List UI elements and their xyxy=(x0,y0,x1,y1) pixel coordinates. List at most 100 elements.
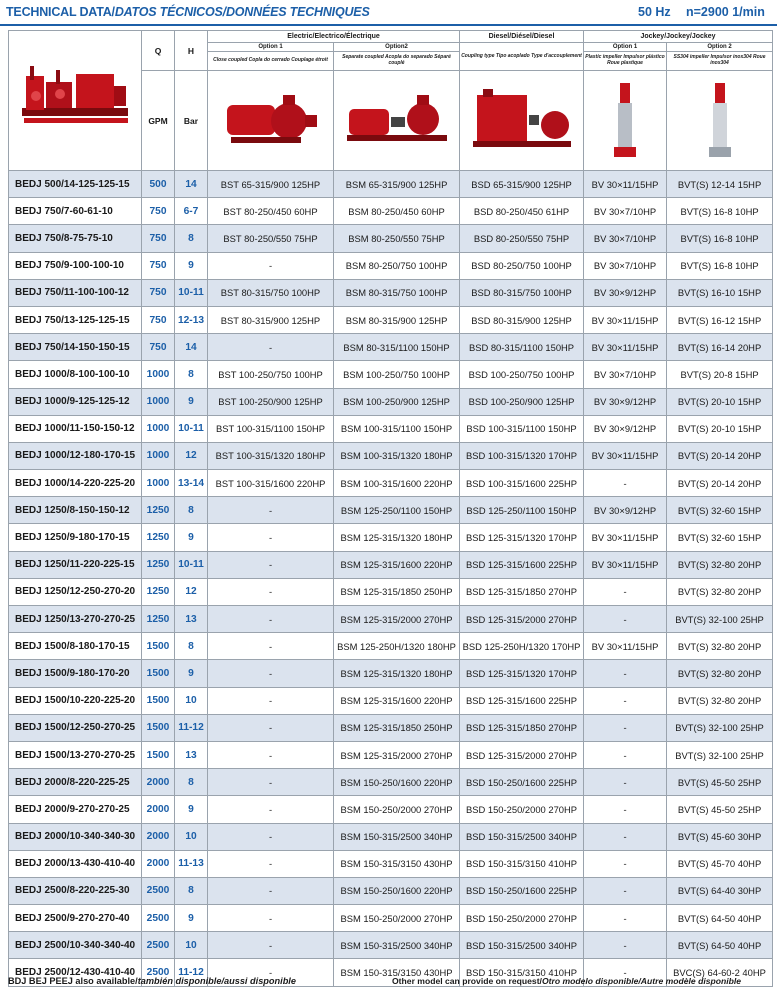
page-title: TECHNICAL DATA/DATOS TÉCNICOS/DONNÉES TE… xyxy=(6,5,370,19)
table-row: BEDJ 1000/11-150-150-12 1000 10-11 BST 100-… xyxy=(8,414,774,443)
diesel-cell: BSD 100-315/1100 150HP xyxy=(459,414,585,443)
diesel-cell: BSD 125-315/2000 270HP xyxy=(459,604,585,634)
jockey-option2-cell: BVT(S) 20-14 20HP xyxy=(666,469,774,498)
diesel-cell: BSD 125-250/1100 150HP xyxy=(459,496,585,525)
jockey-option1-cell: - xyxy=(583,577,668,607)
table-row: BEDJ 1250/11-220-225-15 1250 10-11- BSM 125… xyxy=(8,550,774,579)
head-cell: 9 xyxy=(174,523,208,552)
electric-option2-cell: BSM 150-315/2500 340HP xyxy=(332,822,461,851)
diesel-cell: BSD 80-315/1100 150HP xyxy=(459,333,585,362)
jockey-option1-cell: BV 30×9/12HP xyxy=(583,496,668,525)
model-cell: BEDJ 750/14-150-150-15 xyxy=(8,333,142,362)
model-cell: BEDJ 2000/9-270-270-25 xyxy=(8,795,142,824)
table-row: BEDJ 1500/9-180-170-20 1500 9- BSM 125-315/… xyxy=(8,659,774,688)
head-cell: 8 xyxy=(174,632,208,661)
jockey-option2-cell: BVT(S) 16-8 10HP xyxy=(666,224,774,253)
jockey-option1-cell: BV 30×9/12HP xyxy=(583,387,668,416)
jockey-option1-cell: - xyxy=(583,659,668,688)
table-row: BEDJ 750/7-60-61-10 750 6-7 BST 80-250/450 … xyxy=(8,197,774,226)
jockey-option2-cell: BVT(S) 45-50 25HP xyxy=(666,795,774,824)
electric-option2-cell: BSM 150-315/3150 430HP xyxy=(332,958,461,987)
jockey-option2-cell: BVT(S) 16-12 15HP xyxy=(666,305,774,335)
diesel-cell: BSD 80-250/750 100HP xyxy=(459,251,585,280)
jockey-option1-cell: - xyxy=(583,604,668,634)
diesel-cell: BSD 150-250/1600 225HP xyxy=(459,768,585,797)
electric-option2-cell: BSM 100-315/1100 150HP xyxy=(332,414,461,443)
jockey-option2-cell: BVT(S) 32-80 20HP xyxy=(666,632,774,661)
head-cell: 11-13 xyxy=(174,849,208,878)
model-cell: BEDJ 1000/8-100-100-10 xyxy=(8,360,142,389)
head-cell: 6-7 xyxy=(174,197,208,226)
diesel-cell: BSD 80-315/750 100HP xyxy=(459,278,585,307)
electric-option1-cell: BST 80-250/550 75HP xyxy=(207,224,334,253)
jockey-plastic-pump-image xyxy=(614,82,637,157)
head-cell: 10-11 xyxy=(174,278,208,307)
flow-cell: 750 xyxy=(141,305,175,335)
flow-cell: 750 xyxy=(141,333,175,362)
electric-option2-cell: BSM 150-250/2000 270HP xyxy=(332,904,461,933)
electric-option2-cell: BSM 150-250/2000 270HP xyxy=(332,795,461,824)
footer-availability-note: BDJ BEJ PEEJ also available/también disp… xyxy=(8,976,296,986)
model-cell: BEDJ 1500/8-180-170-15 xyxy=(8,632,142,661)
footer-request-note: Other model can provide on request/Otro … xyxy=(392,976,741,986)
jockey-option1-cell: BV 30×7/10HP xyxy=(583,224,668,253)
diesel-cell: BSD 125-315/1850 270HP xyxy=(459,713,585,742)
electric-option1-header: Option 1 xyxy=(207,42,334,52)
model-cell: BEDJ 2000/13-430-410-40 xyxy=(8,849,142,878)
electric-option1-cell: BST 100-315/1100 150HP xyxy=(207,414,334,443)
model-cell: BEDJ 2500/9-270-270-40 xyxy=(8,904,142,933)
jockey-option1-pump-image-cell xyxy=(583,70,668,171)
flow-cell: 2000 xyxy=(141,822,175,851)
jockey-option2-cell: BVT(S) 20-10 15HP xyxy=(666,414,774,443)
frequency-label: 50 Hz xyxy=(638,5,671,19)
jockey-option1-cell: BV 30×11/15HP xyxy=(583,523,668,552)
diesel-cell: BSD 125-315/1320 170HP xyxy=(459,523,585,552)
jockey-option1-cell: BV 30×9/12HP xyxy=(583,278,668,307)
jockey-option2-header: Option 2 xyxy=(666,42,774,52)
electric-option1-cell: - xyxy=(207,550,334,579)
diesel-cell: BSD 125-315/1850 270HP xyxy=(459,577,585,607)
jockey-option1-cell: - xyxy=(583,713,668,742)
footer-left-english: BDJ BEJ PEEJ also available/ xyxy=(8,976,138,986)
electric-option2-cell: BSM 150-315/3150 430HP xyxy=(332,849,461,878)
jockey-option1-cell: - xyxy=(583,740,668,770)
jockey-option2-cell: BVT(S) 45-60 30HP xyxy=(666,822,774,851)
electric-option2-cell: BSM 125-315/1850 250HP xyxy=(332,577,461,607)
head-cell: 13 xyxy=(174,740,208,770)
electric-option2-cell: BSM 100-315/1600 220HP xyxy=(332,469,461,498)
title-translations: DATOS TÉCNICOS/DONNÉES TECHNIQUES xyxy=(114,5,370,19)
flow-cell: 750 xyxy=(141,251,175,280)
model-cell: BEDJ 1250/9-180-170-15 xyxy=(8,523,142,552)
flow-cell: 2500 xyxy=(141,904,175,933)
flow-cell: 1000 xyxy=(141,469,175,498)
electric-option2-cell: BSM 125-315/2000 270HP xyxy=(332,740,461,770)
electric-option1-cell: - xyxy=(207,876,334,906)
head-cell: 10 xyxy=(174,822,208,851)
flow-cell: 1250 xyxy=(141,523,175,552)
model-cell: BEDJ 1000/11-150-150-12 xyxy=(8,414,142,443)
diesel-pump-image-cell xyxy=(459,70,585,171)
flow-cell: 2000 xyxy=(141,768,175,797)
model-cell: BEDJ 2500/12-430-410-40 xyxy=(8,958,142,987)
head-cell: 14 xyxy=(174,333,208,362)
jockey-option2-cell: BVT(S) 32-80 20HP xyxy=(666,577,774,607)
head-cell: 12 xyxy=(174,577,208,607)
table-row: BEDJ 1250/12-250-270-20 1250 12- BSM 125-31… xyxy=(8,577,774,607)
table-body: BEDJ 500/14-125-125-15 500 14 BST 65-315/90… xyxy=(8,169,774,987)
jockey-option2-cell: BVT(S) 32-60 15HP xyxy=(666,523,774,552)
electric-option1-cell: - xyxy=(207,768,334,797)
jockey-option1-cell: - xyxy=(583,904,668,933)
electric-option1-cell: BST 100-315/1600 220HP xyxy=(207,469,334,498)
set-image-cell xyxy=(8,30,142,171)
electric-option1-cell: BST 100-250/900 125HP xyxy=(207,387,334,416)
diesel-cell: BSD 100-315/1600 225HP xyxy=(459,469,585,498)
jockey-option1-header: Option 1 xyxy=(583,42,668,52)
jockey-option1-cell: - xyxy=(583,686,668,715)
jockey-option2-cell: BVT(S) 64-50 40HP xyxy=(666,904,774,933)
head-cell: 8 xyxy=(174,768,208,797)
diesel-cell: BSD 150-315/3150 410HP xyxy=(459,849,585,878)
flow-cell: 1250 xyxy=(141,577,175,607)
head-cell: 13-14 xyxy=(174,469,208,498)
speed-label: n=2900 1/min xyxy=(686,5,765,19)
electric-option2-cell: BSM 125-315/2000 270HP xyxy=(332,604,461,634)
